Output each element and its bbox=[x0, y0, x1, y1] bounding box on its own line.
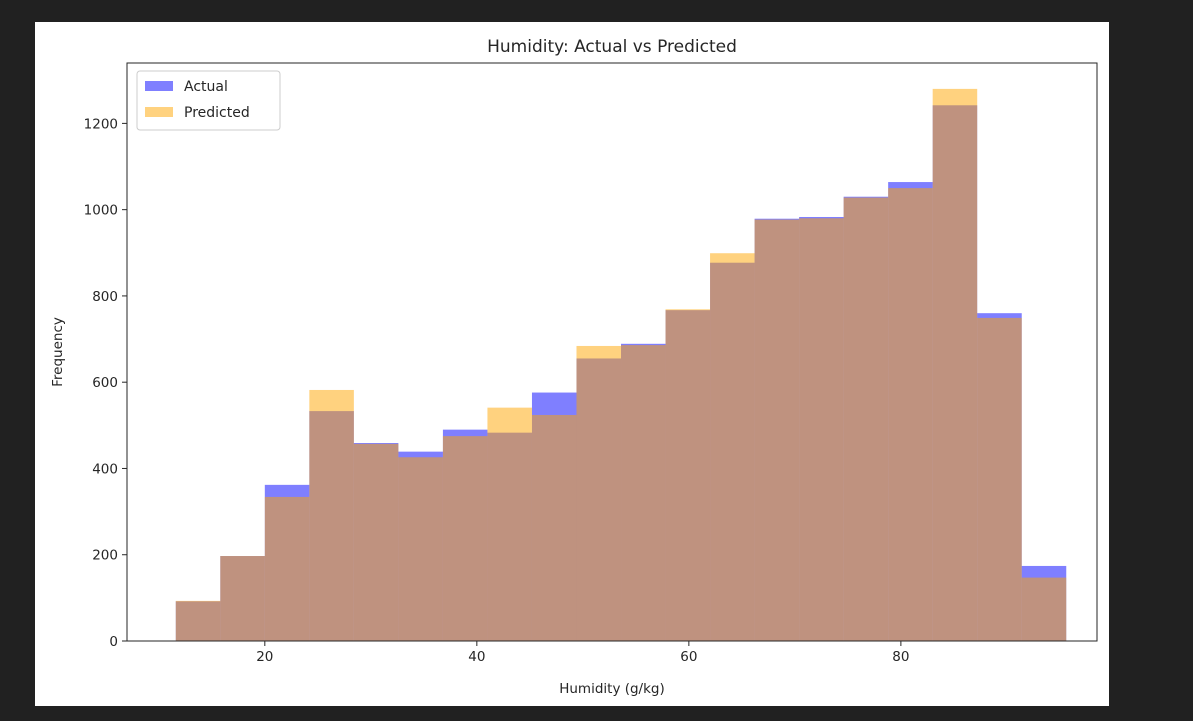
y-tick-label-1200: 1200 bbox=[84, 116, 118, 132]
bar-predicted-2 bbox=[264, 496, 310, 641]
x-tick-label-80: 80 bbox=[892, 649, 909, 665]
legend-swatch-actual bbox=[145, 81, 173, 91]
y-tick-label-200: 200 bbox=[92, 548, 118, 564]
bars-layer bbox=[175, 88, 1067, 642]
x-tick-label-40: 40 bbox=[468, 649, 485, 665]
chart-title: Humidity: Actual vs Predicted bbox=[487, 37, 737, 57]
bar-predicted-4 bbox=[353, 443, 399, 641]
x-axis-label: Humidity (g/kg) bbox=[559, 681, 665, 697]
legend-swatch-predicted bbox=[145, 107, 173, 117]
bar-predicted-11 bbox=[665, 309, 711, 641]
y-tick-label-1000: 1000 bbox=[84, 203, 118, 219]
bar-predicted-14 bbox=[799, 218, 844, 642]
bar-predicted-6 bbox=[442, 436, 488, 641]
bar-predicted-12 bbox=[710, 253, 755, 641]
y-axis-ticks: 0 200 400 600 800 1000 1200 bbox=[84, 116, 127, 650]
bar-predicted-8 bbox=[531, 414, 577, 641]
y-axis-label: Frequency bbox=[50, 317, 66, 387]
bar-predicted-3 bbox=[309, 389, 354, 641]
legend-label-actual: Actual bbox=[184, 79, 228, 95]
y-tick-label-600: 600 bbox=[92, 375, 118, 391]
bar-predicted-19 bbox=[1021, 577, 1067, 641]
bar-predicted-16 bbox=[888, 188, 933, 642]
legend: Actual Predicted bbox=[136, 70, 281, 131]
bar-predicted-7 bbox=[487, 407, 532, 641]
y-tick-label-400: 400 bbox=[92, 461, 118, 477]
bar-predicted-15 bbox=[843, 197, 889, 641]
x-axis-ticks: 20 40 60 80 bbox=[256, 641, 909, 665]
bar-predicted-5 bbox=[398, 457, 443, 641]
bar-predicted-1 bbox=[220, 556, 265, 641]
x-tick-label-60: 60 bbox=[680, 649, 697, 665]
axes-frame bbox=[126, 62, 1098, 642]
y-tick-label-800: 800 bbox=[92, 289, 118, 305]
bar-predicted-0 bbox=[175, 600, 221, 641]
bar-predicted-10 bbox=[621, 345, 666, 641]
legend-label-predicted: Predicted bbox=[184, 105, 250, 121]
x-tick-label-20: 20 bbox=[256, 649, 273, 665]
histogram-chart: 20 40 60 80 0 200 400 600 800 1000 1200 Humidity:… bbox=[50, 37, 1098, 697]
bar-predicted-13 bbox=[754, 219, 800, 641]
bar-predicted-17 bbox=[932, 88, 978, 641]
y-tick-label-0: 0 bbox=[109, 634, 118, 650]
figure: 20 40 60 80 0 200 400 600 800 1000 1200 Humidity:… bbox=[35, 22, 1109, 706]
bar-predicted-18 bbox=[977, 317, 1022, 641]
bar-predicted-9 bbox=[576, 345, 622, 641]
